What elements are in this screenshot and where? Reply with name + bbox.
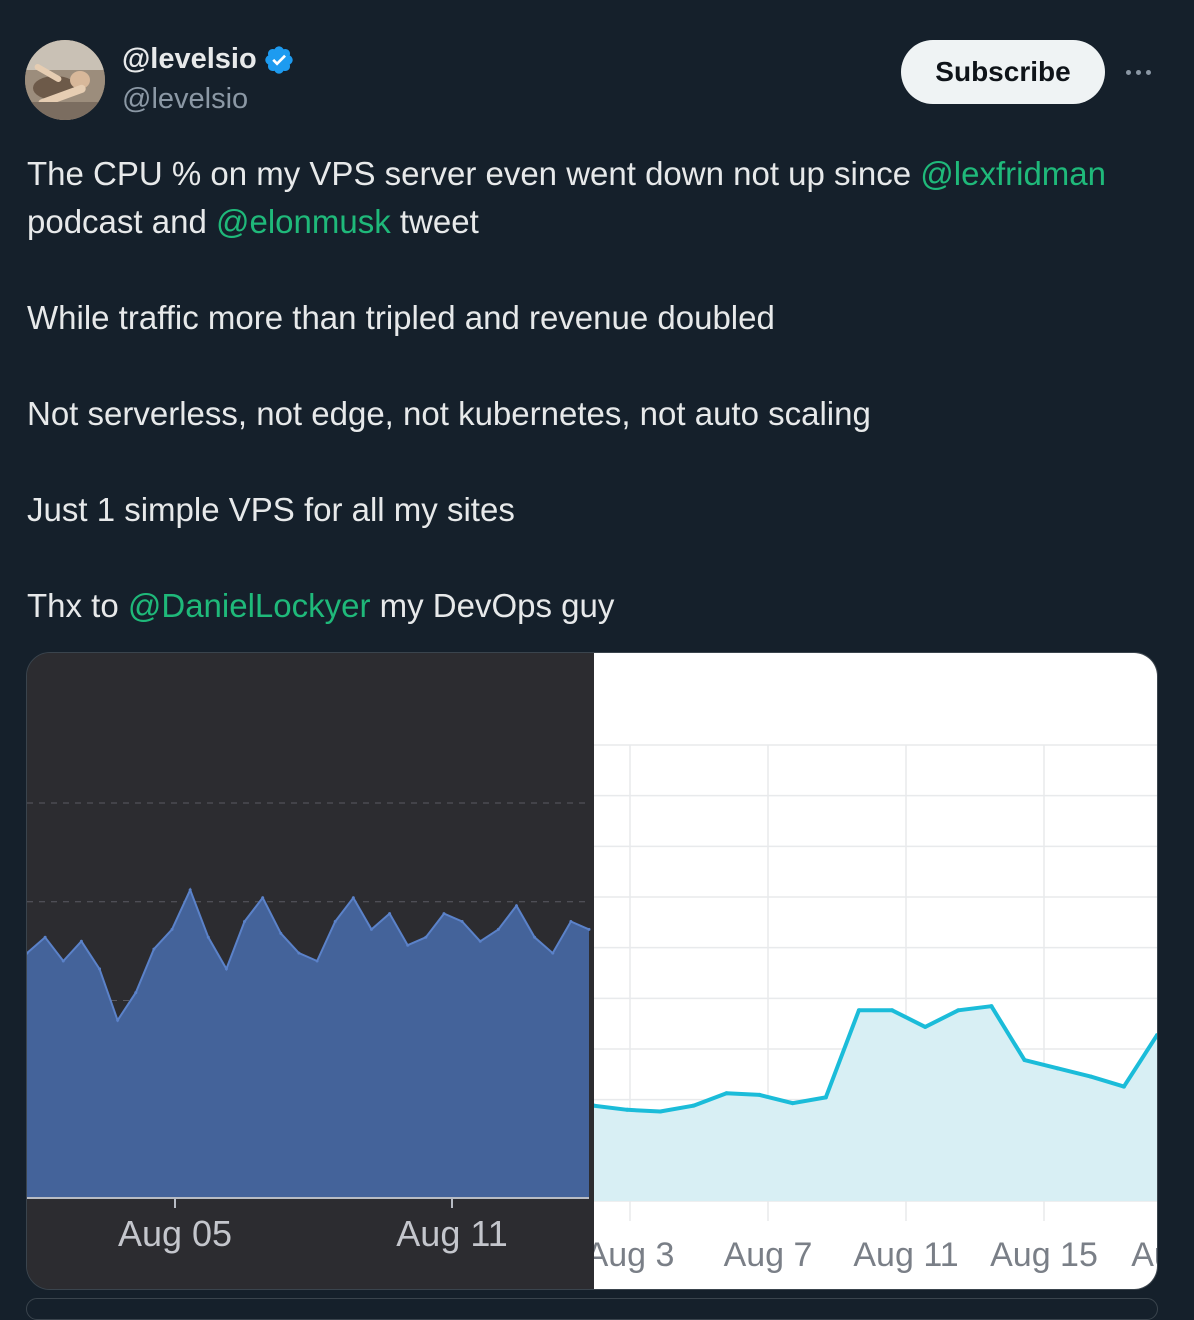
author-display-name[interactable]: @levelsio	[122, 43, 257, 75]
mention-lexfridman[interactable]: @lexfridman	[920, 155, 1106, 192]
avatar-photo	[25, 40, 105, 120]
traffic-area-chart: Aug 3 Aug 7 Aug 11 Aug 15 Au	[594, 744, 1157, 1274]
traffic-chart-panel: Aug 3 Aug 7 Aug 11 Aug 15 Au	[594, 653, 1157, 1289]
cpu-data-point	[261, 896, 265, 900]
traffic-data-point	[1121, 1084, 1126, 1089]
traffic-data-point	[890, 1008, 895, 1013]
tweet-paragraph-1: The CPU % on my VPS server even went dow…	[27, 150, 1167, 246]
cpu-data-point	[43, 935, 47, 939]
next-media-border	[26, 1298, 1158, 1320]
traffic-series-line	[594, 1004, 1157, 1114]
traffic-data-point	[724, 1091, 729, 1096]
cpu-data-point	[424, 935, 428, 939]
cpu-data-point	[224, 967, 228, 971]
tweet-paragraph-4: Just 1 simple VPS for all my sites	[27, 491, 515, 528]
x-tick-label: Aug 11	[396, 1213, 507, 1254]
tweet-media[interactable]: Aug 05 Aug 11 Aug 3 Aug 7 Aug 11 Aug 15 Au	[26, 652, 1158, 1290]
cpu-data-point	[569, 920, 573, 923]
tweet-paragraph-5: Thx to @DanielLockyer my DevOps guy	[27, 582, 1167, 630]
traffic-data-point	[658, 1109, 663, 1114]
cpu-data-point	[297, 951, 301, 955]
author-name-row[interactable]: @levelsio	[122, 43, 295, 76]
text-span: podcast and	[27, 203, 216, 240]
dot	[1146, 70, 1151, 75]
cpu-data-point	[496, 927, 500, 931]
dot	[1136, 70, 1141, 75]
cpu-series-line	[27, 887, 590, 1023]
cpu-data-point	[188, 888, 192, 892]
cpu-data-point	[514, 904, 518, 908]
cpu-data-point	[533, 935, 537, 939]
cpu-data-point	[27, 951, 29, 955]
traffic-data-point	[691, 1103, 696, 1108]
cpu-data-point	[206, 935, 210, 939]
cpu-data-point	[406, 943, 410, 947]
cpu-area-fill	[27, 889, 589, 1198]
x-tick-label: Aug 7	[724, 1236, 813, 1274]
cpu-data-point	[478, 939, 482, 943]
cpu-data-point	[442, 912, 446, 916]
traffic-data-point	[856, 1008, 861, 1013]
traffic-data-point	[956, 1008, 961, 1013]
cpu-data-point	[351, 896, 355, 900]
cpu-data-point	[170, 927, 174, 931]
traffic-data-point	[989, 1004, 994, 1009]
traffic-data-point	[757, 1092, 762, 1097]
cpu-area-chart: Aug 05 Aug 11	[27, 802, 591, 1254]
cpu-data-point	[152, 947, 156, 951]
x-tick-label: Au	[1131, 1236, 1157, 1274]
cpu-data-point	[243, 920, 247, 923]
mention-daniellockyer[interactable]: @DanielLockyer	[127, 587, 371, 624]
traffic-data-point	[1022, 1058, 1027, 1063]
traffic-data-point	[1055, 1066, 1060, 1071]
traffic-data-point	[823, 1095, 828, 1100]
mention-elonmusk[interactable]: @elonmusk	[215, 203, 391, 240]
cpu-data-point	[587, 927, 591, 931]
text-span: The CPU % on my VPS server even went dow…	[27, 155, 921, 192]
subscribe-button[interactable]: Subscribe	[901, 40, 1105, 104]
text-span: my DevOps guy	[370, 587, 615, 624]
traffic-data-point	[1155, 1033, 1157, 1038]
traffic-data-point	[594, 1103, 596, 1108]
cpu-data-point	[369, 927, 373, 931]
cpu-data-point	[79, 939, 83, 943]
traffic-data-point	[625, 1107, 630, 1112]
tweet-paragraph-2: While traffic more than tripled and reve…	[27, 299, 775, 336]
text-span: tweet	[390, 203, 479, 240]
traffic-area-fill	[594, 1006, 1157, 1201]
x-tick-label: Aug 05	[118, 1213, 232, 1254]
cpu-data-point	[315, 959, 319, 963]
cpu-data-point	[279, 931, 283, 935]
tweet-text: The CPU % on my VPS server even went dow…	[27, 150, 1167, 630]
cpu-data-point	[61, 959, 65, 963]
cpu-data-point	[460, 920, 464, 923]
x-tick-label: Aug 3	[594, 1236, 674, 1274]
cpu-chart-panel: Aug 05 Aug 11	[27, 653, 594, 1289]
tweet-paragraph-3: Not serverless, not edge, not kubernetes…	[27, 395, 871, 432]
text-span: Thx to	[27, 587, 128, 624]
cpu-data-point	[134, 991, 138, 995]
more-dots-icon[interactable]	[1122, 66, 1155, 79]
cpu-data-point	[116, 1018, 120, 1022]
cpu-data-point	[551, 951, 555, 955]
traffic-data-point	[790, 1101, 795, 1106]
dot	[1126, 70, 1131, 75]
traffic-data-point	[1088, 1074, 1093, 1079]
avatar[interactable]	[25, 40, 105, 120]
traffic-data-point	[923, 1024, 928, 1029]
cpu-data-point	[388, 912, 392, 916]
cpu-data-point	[333, 920, 337, 923]
x-tick-label: Aug 15	[990, 1236, 1098, 1274]
verified-badge-icon	[265, 45, 293, 74]
x-tick-label: Aug 11	[853, 1236, 958, 1274]
cpu-data-point	[98, 967, 102, 971]
author-handle[interactable]: @levelsio	[122, 83, 249, 115]
